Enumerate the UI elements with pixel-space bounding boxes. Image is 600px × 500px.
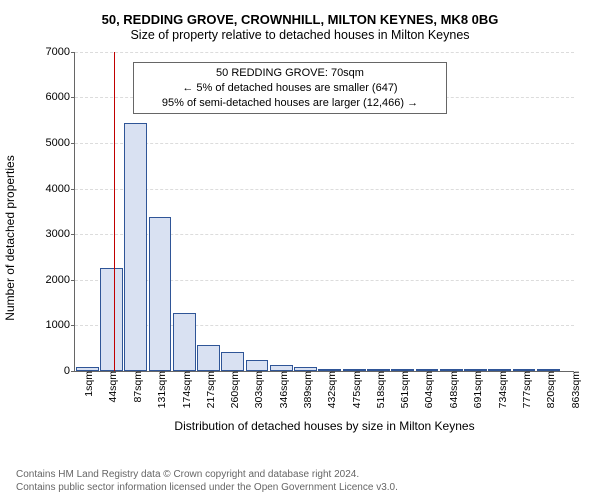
- x-tick-label: 648sqm: [445, 371, 460, 408]
- info-line-3: 95% of semi-detached houses are larger (…: [144, 96, 436, 111]
- x-tick-label: 217sqm: [202, 371, 217, 408]
- x-axis-title: Distribution of detached houses by size …: [75, 419, 574, 433]
- x-tick-label: 174sqm: [178, 371, 193, 408]
- info-box: 50 REDDING GROVE: 70sqm ← 5% of detached…: [133, 62, 447, 115]
- attribution-line-1: Contains HM Land Registry data © Crown c…: [16, 468, 398, 481]
- histogram-bar: [173, 313, 196, 371]
- y-tick-label: 6000: [46, 91, 75, 103]
- histogram-bar: [221, 352, 244, 371]
- chart-title-sub: Size of property relative to detached ho…: [16, 28, 584, 44]
- x-tick-label: 777sqm: [518, 371, 533, 408]
- x-tick-label: 863sqm: [567, 371, 582, 408]
- y-tick-label: 4000: [46, 183, 75, 195]
- x-tick-label: 691sqm: [469, 371, 484, 408]
- info-line-1: 50 REDDING GROVE: 70sqm: [144, 66, 436, 81]
- x-tick-label: 1sqm: [80, 371, 95, 397]
- histogram-bar: [124, 123, 147, 370]
- y-tick-label: 5000: [46, 137, 75, 149]
- y-tick-label: 7000: [46, 46, 75, 58]
- histogram-bar: [246, 360, 269, 371]
- attribution: Contains HM Land Registry data © Crown c…: [16, 468, 398, 494]
- y-tick-label: 2000: [46, 274, 75, 286]
- histogram-bar: [149, 217, 172, 371]
- grid-line: [75, 52, 574, 53]
- x-tick-label: 518sqm: [372, 371, 387, 408]
- chart-zone: Number of detached properties Distributi…: [16, 48, 584, 428]
- x-tick-label: 604sqm: [420, 371, 435, 408]
- y-axis-label: Number of detached properties: [3, 155, 17, 320]
- plot-area: Distribution of detached houses by size …: [74, 52, 574, 372]
- x-tick-label: 44sqm: [104, 371, 119, 403]
- chart-title-main: 50, REDDING GROVE, CROWNHILL, MILTON KEY…: [16, 12, 584, 28]
- attribution-line-2: Contains public sector information licen…: [16, 481, 398, 494]
- x-tick-label: 87sqm: [129, 371, 144, 403]
- info-line-2: ← 5% of detached houses are smaller (647…: [144, 81, 436, 96]
- x-tick-label: 260sqm: [226, 371, 241, 408]
- x-tick-label: 389sqm: [299, 371, 314, 408]
- x-tick-label: 346sqm: [275, 371, 290, 408]
- chart-container: 50, REDDING GROVE, CROWNHILL, MILTON KEY…: [0, 0, 600, 500]
- histogram-bar: [100, 268, 123, 371]
- x-tick-label: 820sqm: [542, 371, 557, 408]
- x-tick-label: 734sqm: [494, 371, 509, 408]
- x-tick-label: 131sqm: [153, 371, 168, 408]
- y-tick-label: 1000: [46, 319, 75, 331]
- y-tick-label: 3000: [46, 228, 75, 240]
- grid-line: [75, 189, 574, 190]
- x-tick-label: 475sqm: [348, 371, 363, 408]
- x-tick-label: 303sqm: [250, 371, 265, 408]
- x-tick-label: 561sqm: [396, 371, 411, 408]
- reference-line: [114, 52, 115, 371]
- x-tick-label: 432sqm: [323, 371, 338, 408]
- histogram-bar: [197, 345, 220, 371]
- grid-line: [75, 143, 574, 144]
- y-tick-label: 0: [64, 365, 75, 377]
